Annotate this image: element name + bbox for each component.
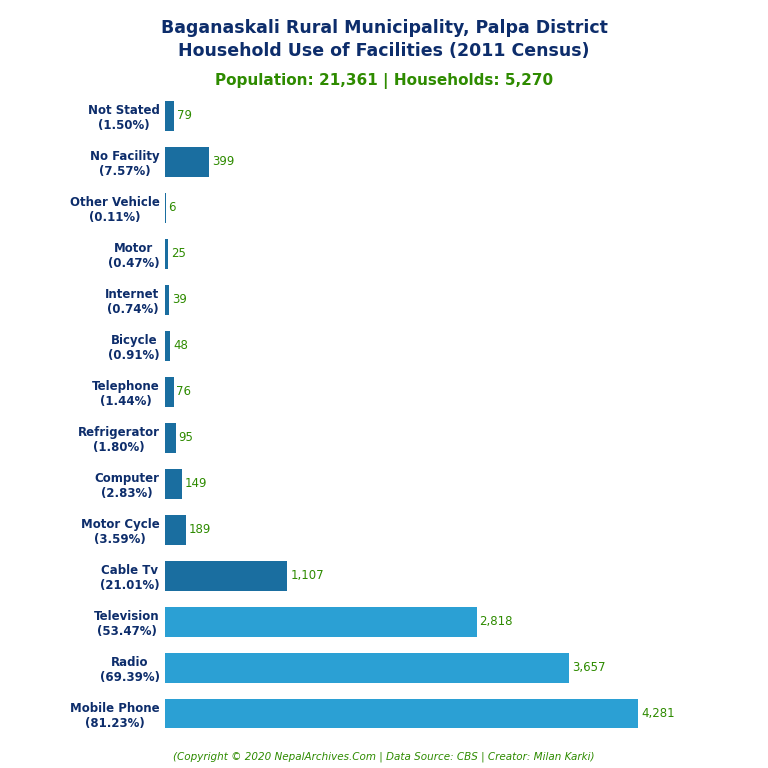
Text: 189: 189 [189, 523, 211, 536]
Bar [165, 607, 476, 637]
Bar [165, 653, 569, 683]
Bar [165, 422, 176, 452]
Text: Population: 21,361 | Households: 5,270: Population: 21,361 | Households: 5,270 [215, 73, 553, 89]
Text: 95: 95 [178, 431, 194, 444]
Bar [165, 285, 170, 315]
Bar [165, 147, 209, 177]
Text: 76: 76 [177, 386, 191, 399]
Text: (Copyright © 2020 NepalArchives.Com | Data Source: CBS | Creator: Milan Karki): (Copyright © 2020 NepalArchives.Com | Da… [174, 751, 594, 762]
Bar [165, 468, 181, 498]
Text: 79: 79 [177, 109, 191, 122]
Text: 2,818: 2,818 [479, 615, 513, 628]
Text: 48: 48 [174, 339, 188, 353]
Text: 149: 149 [184, 477, 207, 490]
Text: 3,657: 3,657 [572, 661, 605, 674]
Bar [165, 331, 170, 361]
Text: 25: 25 [170, 247, 186, 260]
Text: 39: 39 [172, 293, 187, 306]
Text: 399: 399 [212, 155, 234, 168]
Text: 1,107: 1,107 [290, 569, 324, 582]
Bar [165, 699, 638, 729]
Text: 6: 6 [168, 201, 176, 214]
Bar [165, 561, 287, 591]
Text: Baganaskali Rural Municipality, Palpa District: Baganaskali Rural Municipality, Palpa Di… [161, 19, 607, 37]
Bar [165, 101, 174, 131]
Bar [165, 377, 174, 407]
Bar [165, 515, 186, 545]
Bar [165, 239, 168, 269]
Text: Household Use of Facilities (2011 Census): Household Use of Facilities (2011 Census… [178, 42, 590, 60]
Text: 4,281: 4,281 [641, 707, 674, 720]
